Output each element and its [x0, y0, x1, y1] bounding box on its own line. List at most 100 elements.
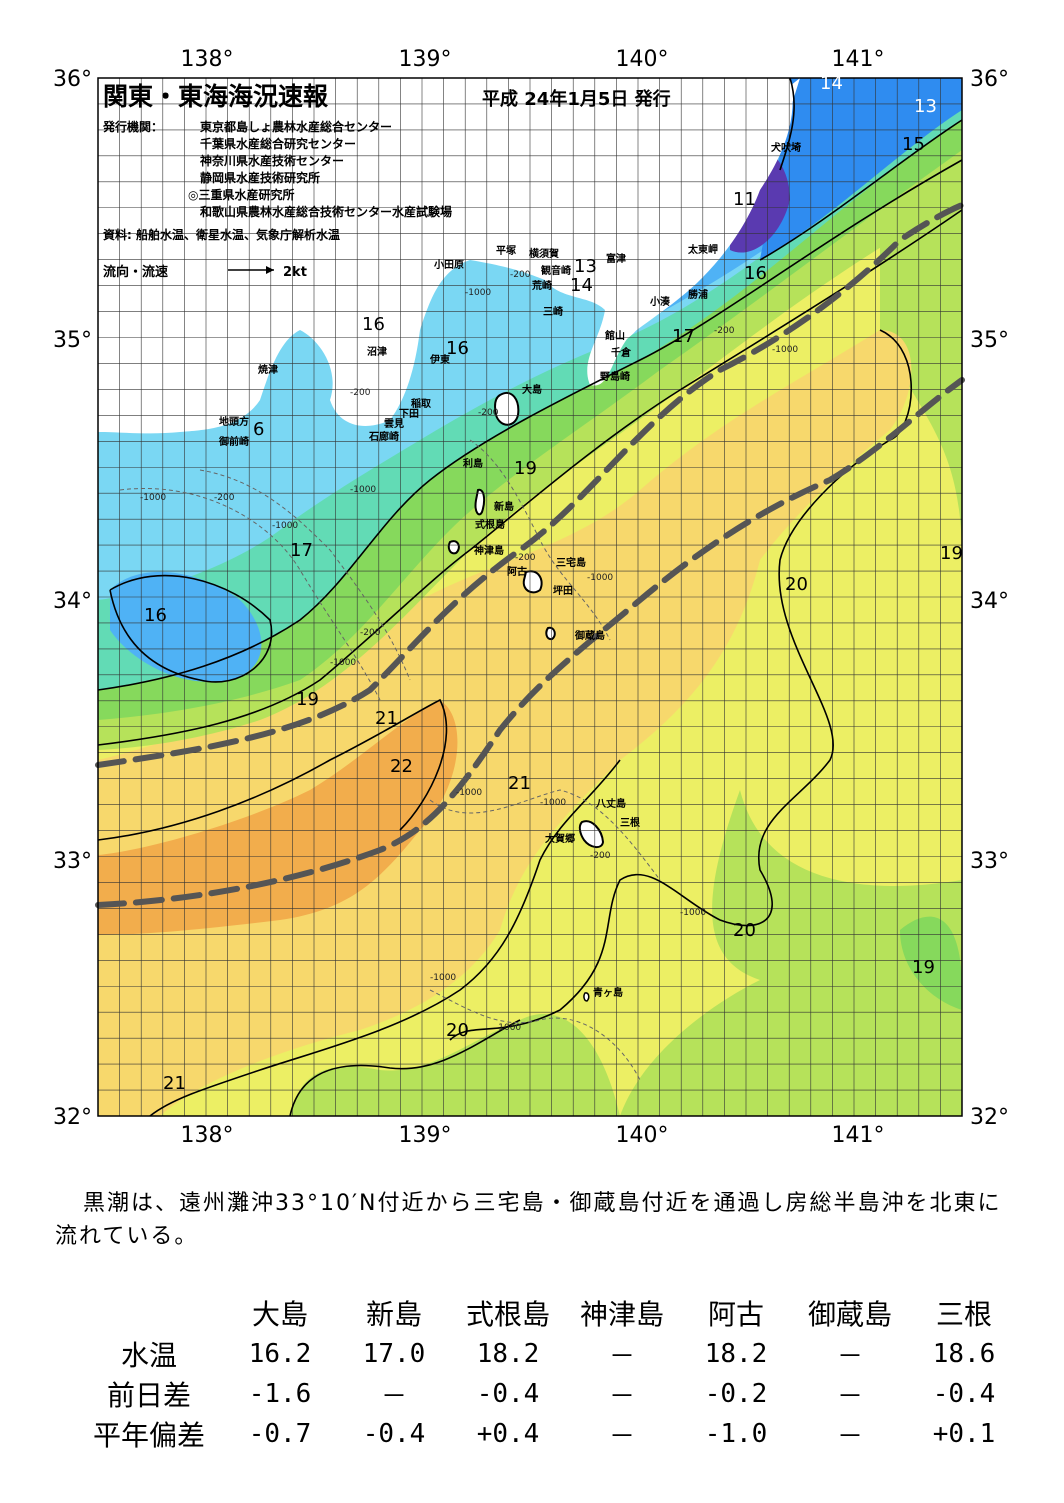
column-mitsune: 三根	[935, 1298, 992, 1331]
kuroshio-axis	[95, 202, 965, 908]
place-katsuura: 勝浦	[688, 288, 708, 301]
place-inatori: 稲取	[411, 397, 432, 410]
kuroshio-axis-north	[95, 202, 965, 768]
flow-legend-arrowhead	[266, 266, 274, 274]
table-cell: -1.6	[248, 1379, 312, 1409]
land-mikurajima	[545, 626, 556, 641]
isobath-label: -1000	[330, 658, 356, 668]
isotherm-label: 20	[446, 1020, 469, 1041]
table-cell: －	[836, 1341, 863, 1372]
isobath-label: -1000	[272, 521, 298, 531]
isotherm-label: 11	[733, 189, 756, 210]
publisher-6: 和歌山県農林水産総合技術センター水産試験場	[199, 204, 452, 219]
isobath-label: -200	[214, 493, 235, 503]
land-kozushima	[447, 540, 460, 555]
place-hachijojima: 八丈島	[595, 797, 626, 810]
land-boso	[600, 78, 800, 343]
isobath-label: -1000	[495, 1023, 521, 1033]
isotherm-label: 17	[290, 540, 313, 561]
land-aogashima	[583, 992, 590, 1002]
isotherm-label: 21	[163, 1073, 186, 1094]
place-hiratsuka: 平塚	[496, 244, 516, 257]
table-cell: -0.4	[932, 1379, 996, 1409]
kuroshio-axis-south	[95, 377, 965, 908]
lon-tick-bottom-139: 139°	[399, 1123, 452, 1148]
map-title: 関東・東海海況速報	[103, 82, 329, 111]
isotherm-label: 19	[940, 543, 963, 564]
lat-tick-right-34: 34°	[970, 589, 1009, 614]
place-okago: 大賀郷	[545, 832, 575, 845]
place-shikinejima: 式根島	[475, 518, 505, 531]
table-row-day-diff: 前日差 -1.6 － -0.4 － -0.2 － -0.4	[75, 1374, 1021, 1414]
table-cell: 18.6	[932, 1339, 996, 1369]
isotherm-20-southwest	[289, 1019, 521, 1117]
isotherm-21-south	[149, 759, 621, 1117]
place-taitomisaki: 太東岬	[687, 243, 718, 256]
table-cell: -0.7	[248, 1419, 312, 1449]
flow-legend-label: 流向・流速	[103, 264, 168, 280]
isotherm-14	[779, 77, 795, 171]
isotherm-16	[109, 574, 273, 683]
table-cell: -0.4	[476, 1379, 540, 1409]
place-numazu: 沼津	[367, 345, 387, 358]
lat-tick-left-32: 32°	[53, 1105, 92, 1130]
column-mikurajima: 御蔵島	[807, 1298, 892, 1331]
place-chikura: 千倉	[611, 346, 632, 359]
lon-tick-top-141: 141°	[832, 47, 885, 72]
flow-legend-unit: 2kt	[283, 265, 307, 280]
place-irozaki: 石廊崎	[368, 430, 399, 443]
table-cell: －	[836, 1421, 863, 1452]
lon-tick-top-140: 140°	[616, 47, 669, 72]
publisher-1: 東京都島しょ農林水産総合センター	[200, 119, 392, 134]
publisher-2: 千葉県水産総合研究センター	[200, 136, 356, 151]
lon-tick-top-139: 139°	[399, 47, 452, 72]
place-jitogata: 地頭方	[219, 415, 249, 428]
isotherm-label: 13	[914, 96, 937, 117]
lat-tick-right-33: 33°	[970, 849, 1009, 874]
isotherm-label: 14	[820, 73, 843, 94]
isotherm-17	[97, 159, 963, 691]
isobath-label: -1000	[772, 345, 798, 355]
isobaths	[119, 439, 661, 1081]
row-label: 水温	[120, 1339, 177, 1372]
lat-tick-right-32: 32°	[970, 1105, 1009, 1130]
isotherm-label: 19	[912, 957, 935, 978]
isobath-label: -1000	[140, 493, 166, 503]
lon-tick-bottom-138: 138°	[181, 1123, 234, 1148]
place-kannonzaki: 観音崎	[541, 264, 571, 277]
place-inubozaki: 犬吠埼	[771, 141, 801, 154]
table-cell: 18.2	[704, 1339, 768, 1369]
isobath-1000-central	[429, 789, 661, 881]
publisher-5: ◎三重県水産研究所	[188, 187, 294, 202]
table-cell: +0.1	[932, 1419, 996, 1449]
isotherm-label: 16	[362, 314, 385, 335]
isobath-label: -1000	[456, 788, 482, 798]
column-shikinejima: 式根島	[465, 1298, 550, 1331]
place-shimoda: 下田	[399, 408, 419, 420]
place-miyakejima: 三宅島	[556, 556, 586, 569]
sea-surface-temperature-map: 138° 139° 140° 141° 138° 139° 140° 141° …	[53, 47, 1009, 1148]
data-sources: 資料: 船舶水温、衛星水温、気象庁解析水温	[103, 227, 340, 242]
table-cell: -0.4	[362, 1419, 426, 1449]
sst-patch-16-west	[110, 571, 262, 682]
table-row-water-temp: 水温 16.2 17.0 18.2 － 18.2 － 18.6	[75, 1334, 1021, 1374]
table-row-normal-anomaly: 平年偏差 -0.7 -0.4 +0.4 － -1.0 － +0.1	[75, 1414, 1021, 1454]
isobath-1000-south	[429, 989, 641, 1081]
lon-tick-top-138: 138°	[181, 47, 234, 72]
place-mikurajima: 御蔵島	[574, 629, 605, 642]
sst-band-19-south	[290, 1014, 620, 1116]
sst-band-19-east	[620, 790, 962, 1116]
lat-tick-left-36: 36°	[53, 67, 92, 92]
table-corner	[75, 1292, 223, 1334]
place-oshima: 大島	[522, 383, 542, 396]
isotherm-19-coast	[97, 209, 963, 746]
place-tateyama: 館山	[604, 329, 625, 342]
isobath-label: -1000	[430, 973, 456, 983]
column-kozushima: 神津島	[579, 1298, 664, 1331]
isobath-label: -200	[714, 326, 735, 336]
isobath-label: -1000	[680, 908, 706, 918]
table-cell: +0.4	[476, 1419, 540, 1449]
isotherm-label: 16	[744, 263, 767, 284]
table-cell: 16.2	[248, 1339, 312, 1369]
issue-date: 平成 24年1月5日 発行	[482, 88, 671, 110]
